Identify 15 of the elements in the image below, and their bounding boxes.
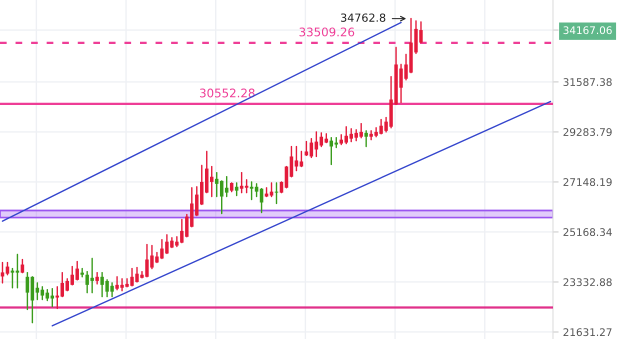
y-tick-label: 21631.27 [563, 328, 612, 336]
y-tick-label: 25168.34 [563, 228, 612, 236]
ref-line-label: 30552.28 [200, 88, 255, 98]
y-tick-label: 29283.79 [563, 128, 612, 136]
candlestick [95, 272, 99, 285]
candlestick [80, 268, 84, 278]
candlestick [364, 130, 368, 148]
annotation: 34762.8 [341, 13, 386, 22]
ref-line-label: 33509.26 [300, 28, 354, 36]
y-tick-label: 23332.88 [563, 278, 612, 286]
candlestick [234, 182, 238, 196]
candlestick [20, 258, 24, 274]
y-tick-label: 27148.19 [563, 178, 612, 186]
y-tick-label: 31587.38 [564, 78, 612, 86]
y-tick-label: 34167.06 [564, 26, 612, 34]
